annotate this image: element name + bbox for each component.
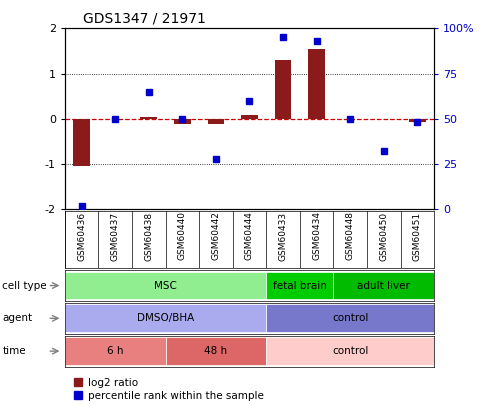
- Bar: [308, 49, 325, 119]
- Text: GSM60448: GSM60448: [346, 211, 355, 260]
- Text: 48 h: 48 h: [205, 346, 228, 356]
- Legend: log2 ratio, percentile rank within the sample: log2 ratio, percentile rank within the s…: [70, 374, 268, 405]
- Text: adult liver: adult liver: [357, 281, 410, 290]
- FancyBboxPatch shape: [266, 337, 434, 365]
- Text: fetal brain: fetal brain: [273, 281, 327, 290]
- Text: DMSO/BHA: DMSO/BHA: [137, 313, 194, 323]
- Text: control: control: [332, 346, 368, 356]
- Text: agent: agent: [2, 313, 32, 323]
- Text: time: time: [2, 346, 26, 356]
- Text: GSM60433: GSM60433: [278, 211, 287, 260]
- FancyBboxPatch shape: [65, 272, 266, 299]
- Bar: [274, 60, 291, 119]
- Text: GSM60451: GSM60451: [413, 211, 422, 260]
- Bar: [241, 115, 258, 119]
- Bar: [409, 119, 426, 122]
- Text: GSM60444: GSM60444: [245, 211, 254, 260]
- Text: GDS1347 / 21971: GDS1347 / 21971: [83, 12, 206, 26]
- Text: control: control: [332, 313, 368, 323]
- Text: GSM60434: GSM60434: [312, 211, 321, 260]
- Text: GSM60437: GSM60437: [111, 211, 120, 260]
- Bar: [73, 119, 90, 166]
- Text: cell type: cell type: [2, 281, 47, 290]
- Bar: [140, 117, 157, 119]
- Bar: [174, 119, 191, 124]
- FancyBboxPatch shape: [65, 337, 166, 365]
- Text: GSM60442: GSM60442: [212, 211, 221, 260]
- FancyBboxPatch shape: [65, 305, 266, 332]
- FancyBboxPatch shape: [166, 337, 266, 365]
- Text: MSC: MSC: [154, 281, 177, 290]
- FancyBboxPatch shape: [266, 272, 333, 299]
- Text: 6 h: 6 h: [107, 346, 123, 356]
- Bar: [208, 119, 225, 124]
- FancyBboxPatch shape: [333, 272, 434, 299]
- Text: GSM60450: GSM60450: [379, 211, 388, 260]
- Text: GSM60440: GSM60440: [178, 211, 187, 260]
- FancyBboxPatch shape: [266, 305, 434, 332]
- Text: GSM60438: GSM60438: [144, 211, 153, 260]
- Text: GSM60436: GSM60436: [77, 211, 86, 260]
